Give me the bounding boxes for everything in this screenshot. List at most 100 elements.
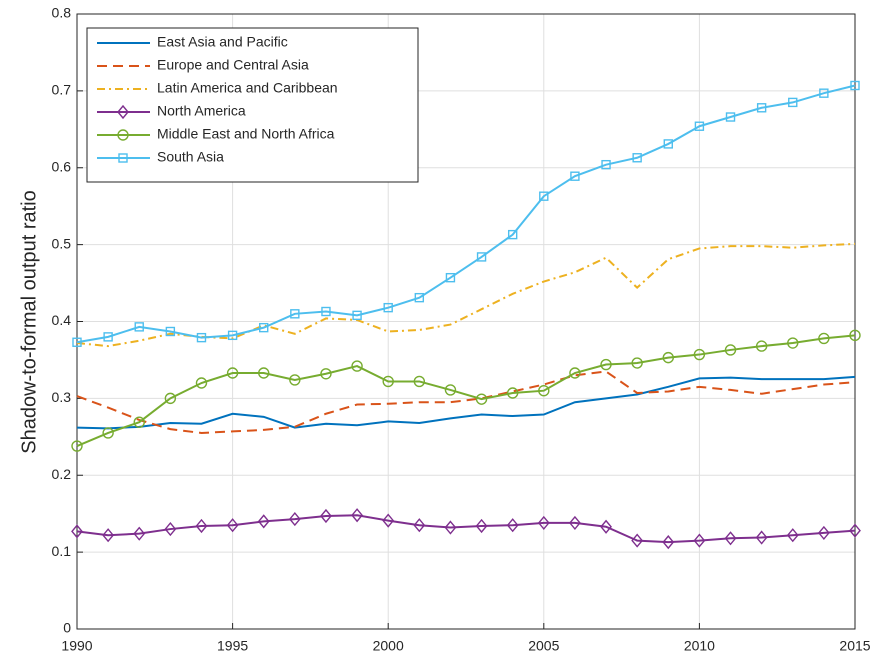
marker — [569, 515, 581, 531]
marker — [134, 322, 144, 332]
marker — [475, 518, 488, 534]
y-tick-label: 0 — [63, 620, 71, 636]
marker — [724, 531, 737, 546]
marker — [164, 392, 177, 405]
y-tick-label: 0.6 — [52, 158, 72, 174]
plot-frame — [76, 13, 856, 630]
series-line — [76, 242, 856, 348]
marker — [444, 384, 457, 396]
y-tick-label: 0.2 — [52, 466, 72, 482]
marker — [850, 80, 860, 91]
legend-label: Middle East and North Africa — [157, 126, 335, 142]
marker — [71, 440, 83, 452]
marker — [756, 103, 767, 113]
marker — [383, 302, 393, 313]
y-tick-label: 0.1 — [52, 543, 72, 559]
marker — [257, 514, 270, 529]
marker — [724, 344, 737, 356]
marker — [164, 521, 177, 537]
marker — [133, 526, 146, 541]
marker — [227, 330, 238, 341]
marker — [693, 533, 706, 548]
legend-label: South Asia — [157, 149, 224, 165]
marker — [290, 309, 300, 319]
marker — [445, 272, 456, 283]
marker — [601, 159, 611, 170]
marker — [662, 535, 675, 550]
marker — [506, 518, 519, 533]
marker — [788, 97, 798, 108]
marker — [258, 367, 270, 379]
marker — [725, 112, 736, 122]
marker — [475, 393, 488, 405]
marker — [382, 375, 394, 388]
marker — [413, 518, 426, 533]
marker — [352, 310, 362, 321]
marker — [600, 358, 612, 371]
legend-marker — [117, 129, 129, 141]
marker — [289, 374, 301, 386]
legend-marker — [118, 153, 128, 163]
marker — [321, 306, 331, 317]
marker — [537, 515, 550, 531]
y-tick-label: 0.3 — [52, 389, 72, 405]
marker — [71, 524, 83, 539]
series-line — [76, 375, 856, 430]
marker — [444, 520, 457, 535]
marker — [538, 384, 550, 397]
marker — [288, 511, 301, 527]
series-line — [76, 334, 856, 447]
marker — [320, 368, 332, 380]
marker — [195, 518, 208, 534]
y-tick-label: 0.4 — [52, 312, 72, 328]
legend-label: Latin America and Caribbean — [157, 80, 338, 96]
y-tick-label: 0.5 — [52, 235, 72, 251]
marker — [226, 367, 239, 379]
legend-label: North America — [157, 103, 246, 119]
marker — [849, 329, 861, 342]
marker — [103, 332, 113, 342]
marker — [102, 427, 114, 439]
marker — [414, 292, 425, 303]
marker — [631, 357, 643, 369]
marker — [320, 508, 332, 524]
marker — [693, 348, 706, 361]
y-axis-label: Shadow-to-formal output ratio — [18, 190, 40, 453]
legend-marker — [117, 104, 129, 120]
marker — [133, 416, 145, 428]
marker — [632, 153, 642, 163]
marker — [413, 375, 426, 388]
marker — [570, 171, 580, 181]
series-line — [76, 514, 856, 544]
x-tick-label: 2010 — [684, 638, 715, 654]
marker — [72, 337, 82, 347]
marker — [631, 533, 644, 548]
marker — [226, 518, 239, 533]
legend-label: Europe and Central Asia — [157, 57, 309, 73]
marker — [786, 528, 799, 543]
x-tick-label: 2005 — [528, 638, 559, 654]
series-line — [76, 370, 856, 434]
x-tick-label: 1990 — [61, 638, 92, 654]
marker — [787, 337, 799, 349]
marker — [506, 387, 519, 399]
marker — [102, 528, 115, 543]
marker — [694, 121, 705, 131]
marker — [476, 252, 487, 262]
marker — [539, 191, 549, 201]
marker — [351, 360, 363, 372]
legend-label: East Asia and Pacific — [157, 34, 288, 50]
marker — [662, 351, 674, 364]
marker — [817, 525, 830, 540]
marker — [351, 508, 363, 523]
marker — [259, 322, 269, 333]
marker — [507, 229, 518, 240]
marker — [755, 340, 768, 352]
x-tick-label: 2000 — [373, 638, 404, 654]
y-tick-label: 0.8 — [52, 5, 72, 21]
marker — [165, 326, 176, 337]
x-tick-label: 1995 — [217, 638, 248, 654]
marker — [569, 367, 581, 379]
marker — [755, 530, 768, 545]
